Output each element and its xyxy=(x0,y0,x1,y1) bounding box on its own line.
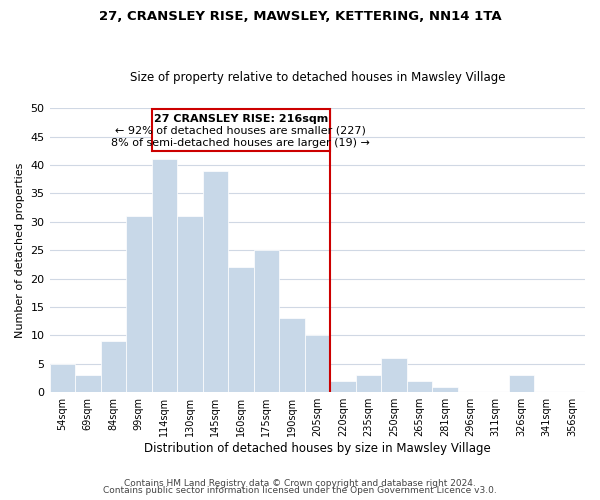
Bar xyxy=(407,381,432,392)
Bar xyxy=(356,375,381,392)
Bar xyxy=(432,386,458,392)
Bar xyxy=(254,250,279,392)
Text: ← 92% of detached houses are smaller (227): ← 92% of detached houses are smaller (22… xyxy=(115,126,366,136)
Text: 27 CRANSLEY RISE: 216sqm: 27 CRANSLEY RISE: 216sqm xyxy=(154,114,328,124)
Bar xyxy=(330,381,356,392)
Bar xyxy=(203,170,228,392)
Bar xyxy=(228,268,254,392)
Text: 27, CRANSLEY RISE, MAWSLEY, KETTERING, NN14 1TA: 27, CRANSLEY RISE, MAWSLEY, KETTERING, N… xyxy=(98,10,502,23)
Bar xyxy=(50,364,75,392)
Bar xyxy=(126,216,152,392)
Bar xyxy=(381,358,407,392)
Title: Size of property relative to detached houses in Mawsley Village: Size of property relative to detached ho… xyxy=(130,70,505,84)
Bar xyxy=(509,375,534,392)
Bar xyxy=(279,318,305,392)
Bar xyxy=(152,160,177,392)
Text: Contains public sector information licensed under the Open Government Licence v3: Contains public sector information licen… xyxy=(103,486,497,495)
X-axis label: Distribution of detached houses by size in Mawsley Village: Distribution of detached houses by size … xyxy=(144,442,491,455)
Bar xyxy=(177,216,203,392)
Bar xyxy=(305,336,330,392)
Bar xyxy=(101,341,126,392)
Bar xyxy=(75,375,101,392)
FancyBboxPatch shape xyxy=(152,110,330,151)
Text: Contains HM Land Registry data © Crown copyright and database right 2024.: Contains HM Land Registry data © Crown c… xyxy=(124,478,476,488)
Text: 8% of semi-detached houses are larger (19) →: 8% of semi-detached houses are larger (1… xyxy=(112,138,370,147)
Y-axis label: Number of detached properties: Number of detached properties xyxy=(15,162,25,338)
